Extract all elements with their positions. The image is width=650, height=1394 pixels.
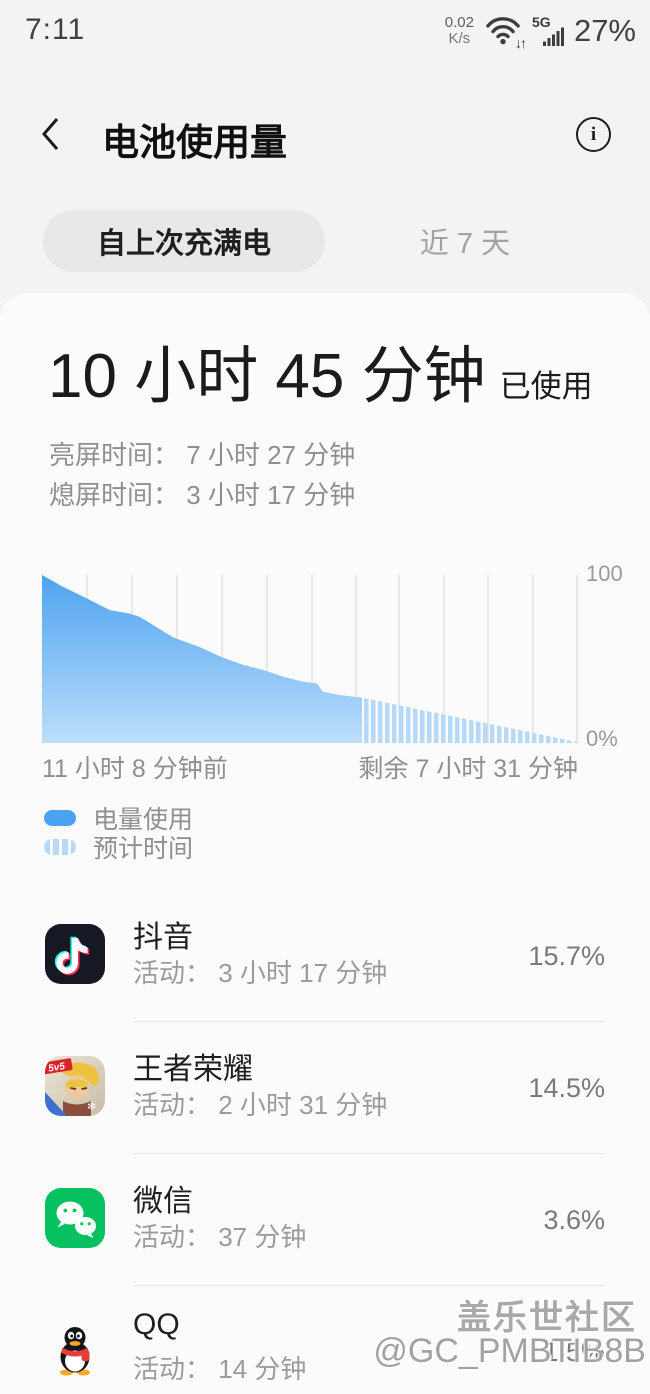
battery-percent: 27% [573,13,636,48]
screen-time-details: 亮屏时间： 7 小时 27 分钟 熄屏时间： 3 小时 17 分钟 [49,435,355,515]
app-activity: 活动： 14 分钟 [133,1354,307,1384]
wechat-app-icon [45,1188,105,1248]
cellular-signal-icon: 5G [532,13,564,49]
back-button[interactable] [38,114,64,154]
chart-remaining-label: 剩余 7 小时 31 分钟 [358,755,579,783]
app-percent: 14.5% [528,1073,605,1103]
legend-solid-swatch-icon [44,809,76,826]
legend-item-estimate: 预计时间 [44,832,193,863]
qq-app-icon [45,1320,105,1380]
row-divider [133,1285,605,1286]
usage-duration: 10 小时 45 分钟 [48,342,486,411]
status-icons: 0.02 K/s ↓↑ 5G 27% [445,8,636,54]
legend-striped-swatch-icon [44,838,76,855]
wifi-icon: ↓↑ [484,14,527,51]
status-time: 7:11 [25,13,86,46]
y-axis-max-label: 100 [586,561,623,586]
page-title: 电池使用量 [102,122,287,163]
watermark-user-id: @GC_PMBTIB8B [373,1332,646,1370]
tab-last-7-days[interactable]: 近 7 天 [419,228,511,260]
wifi-updown-arrows-icon: ↓↑ [514,35,527,51]
row-divider [133,1153,605,1154]
app-name: QQ [133,1308,180,1341]
app-row-douyin[interactable]: 抖音 活动： 3 小时 17 分钟 15.7% [0,890,650,1022]
app-row-qq[interactable]: QQ 活动： 14 分钟 1.5% [0,1286,650,1394]
app-percent: 15.7% [528,941,605,971]
row-divider [133,1021,605,1022]
battery-usage-card: 10 小时 45 分钟 已使用 亮屏时间： 7 小时 27 分钟 熄屏时间： 3… [0,293,650,1394]
chart-legend: 电量使用 预计时间 [44,803,193,863]
screen-off-time: 熄屏时间： 3 小时 17 分钟 [49,480,356,510]
app-name: 微信 [133,1185,193,1218]
signal-bars-icon [542,27,564,46]
app-row-wzry[interactable]: 5v5 ✻ 王者荣耀 活动： 2 小时 31 分钟 14.5% [0,1022,650,1154]
battery-level-chart [42,575,578,743]
back-chevron-icon [42,118,59,150]
network-speed-value: 0.02 [444,14,474,31]
screen-on-time: 亮屏时间： 7 小时 27 分钟 [49,440,356,470]
usage-summary: 10 小时 45 分钟 已使用 [48,342,593,411]
app-percent: 1.5% [543,1337,605,1367]
info-icon: i [590,123,597,145]
app-name: 抖音 [133,921,193,954]
douyin-app-icon [45,924,105,984]
network-type-label: 5G [531,14,551,30]
app-percent: 3.6% [543,1205,605,1235]
honor-of-kings-app-icon: 5v5 ✻ [45,1056,105,1116]
usage-suffix: 已使用 [499,369,593,404]
app-activity: 活动： 3 小时 17 分钟 [133,958,388,988]
network-speed-unit: K/s [448,30,471,47]
legend-item-usage: 电量使用 [44,803,193,834]
network-speed: 0.02 K/s [445,15,474,47]
y-axis-min-label: 0% [586,726,618,751]
app-activity: 活动： 37 分钟 [133,1222,307,1252]
app-activity: 活动： 2 小时 31 分钟 [133,1090,388,1120]
app-row-wechat[interactable]: 微信 活动： 37 分钟 3.6% [0,1154,650,1286]
chart-captions: 11 小时 8 分钟前 剩余 7 小时 31 分钟 [42,749,578,785]
chart-start-label: 11 小时 8 分钟前 [42,755,228,783]
svg-text:✻: ✻ [87,1101,96,1113]
watermark-community: 盖乐世社区 [457,1299,637,1337]
svg-text:5v5: 5v5 [48,1061,67,1075]
app-name: 王者荣耀 [133,1053,253,1086]
info-button[interactable]: i [576,117,611,152]
tab-since-full-charge[interactable]: 自上次充满电 [43,210,325,272]
